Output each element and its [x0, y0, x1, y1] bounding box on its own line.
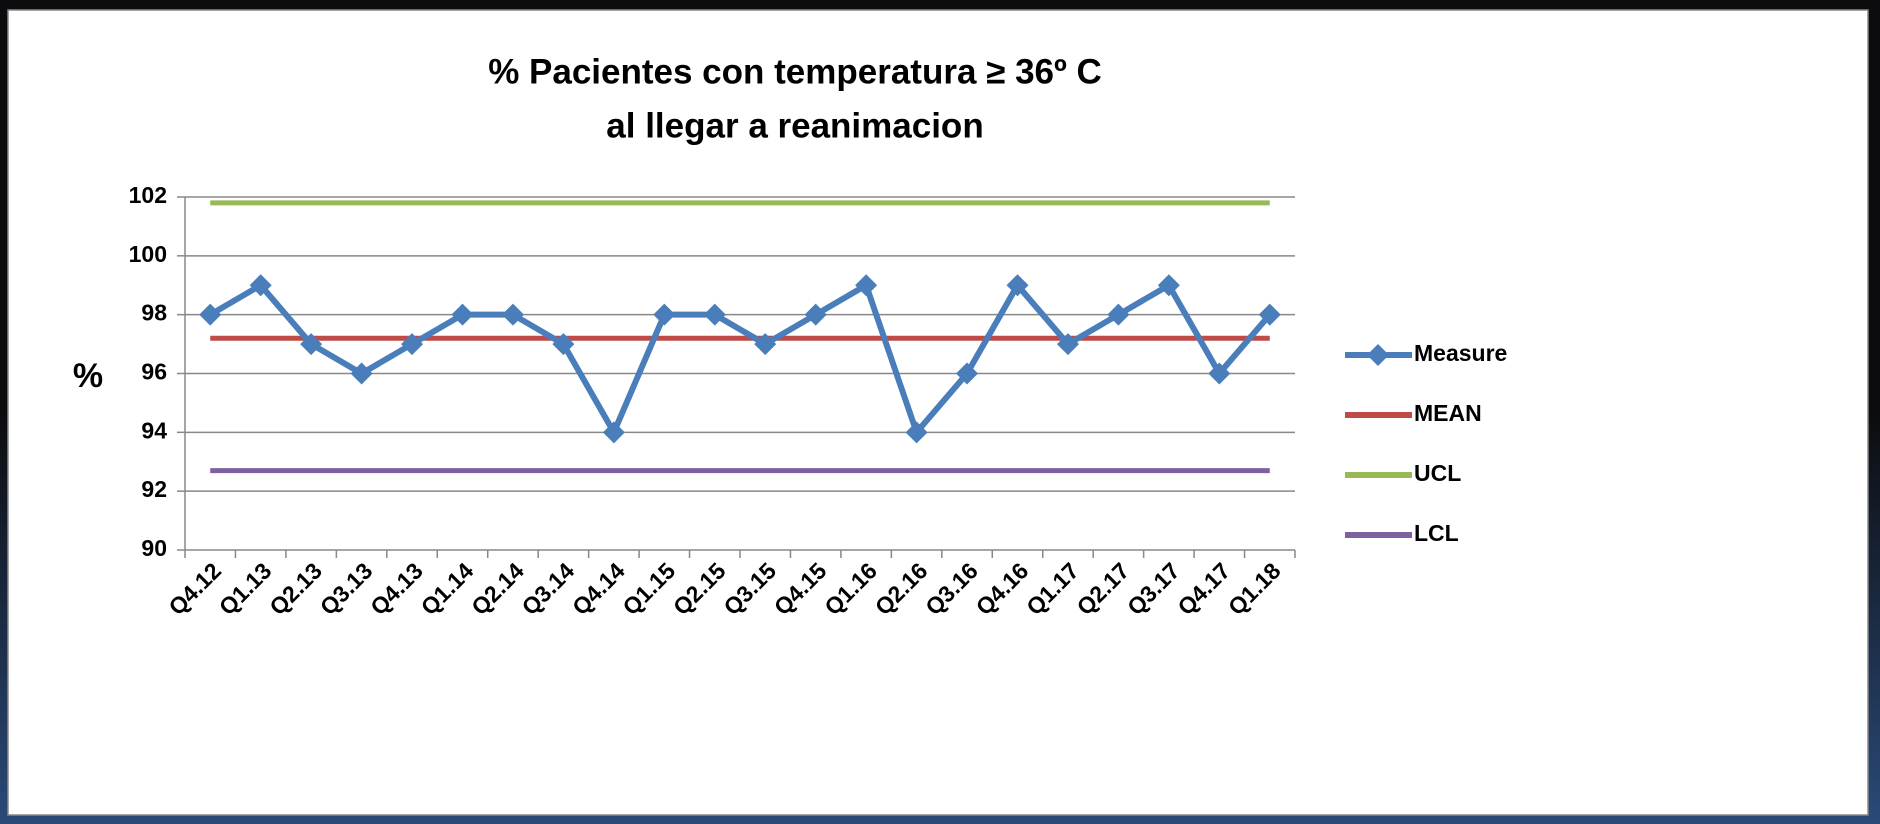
legend-label: UCL: [1414, 460, 1461, 486]
data-point: [501, 303, 524, 326]
legend-label: LCL: [1414, 520, 1459, 546]
chart-title: al llegar a reanimacion: [606, 106, 983, 145]
data-point: [905, 421, 928, 444]
data-point: [653, 303, 676, 326]
data-point: [956, 362, 979, 385]
y-tick-label: 100: [129, 241, 167, 267]
data-point: [855, 274, 878, 297]
data-point: [602, 421, 625, 444]
data-point: [249, 274, 272, 297]
data-point: [552, 333, 575, 356]
data-point: [1056, 333, 1079, 356]
y-tick-label: 102: [129, 182, 167, 208]
data-point: [1258, 303, 1281, 326]
series-line: [208, 282, 1273, 436]
legend-label: Measure: [1414, 340, 1507, 366]
data-point: [350, 362, 373, 385]
data-point: [300, 333, 323, 356]
data-point: [703, 303, 726, 326]
y-tick-label: 98: [141, 300, 167, 326]
data-point: [199, 303, 222, 326]
data-point: [1157, 274, 1180, 297]
legend-marker: [1367, 344, 1389, 366]
y-tick-label: 90: [141, 535, 167, 561]
data-point: [451, 303, 474, 326]
data-point: [401, 333, 424, 356]
y-tick-label: 92: [141, 476, 167, 502]
y-tick-label: 94: [141, 417, 167, 443]
chart-title: % Pacientes con temperatura ≥ 36º C: [488, 52, 1102, 91]
data-point: [1107, 303, 1130, 326]
y-axis-label: %: [73, 357, 103, 395]
chart-panel: [7, 9, 1869, 816]
data-point: [804, 303, 827, 326]
data-point: [754, 333, 777, 356]
y-tick-label: 96: [141, 359, 167, 385]
data-point: [1006, 274, 1029, 297]
legend-label: MEAN: [1414, 400, 1482, 426]
data-point: [1208, 362, 1231, 385]
